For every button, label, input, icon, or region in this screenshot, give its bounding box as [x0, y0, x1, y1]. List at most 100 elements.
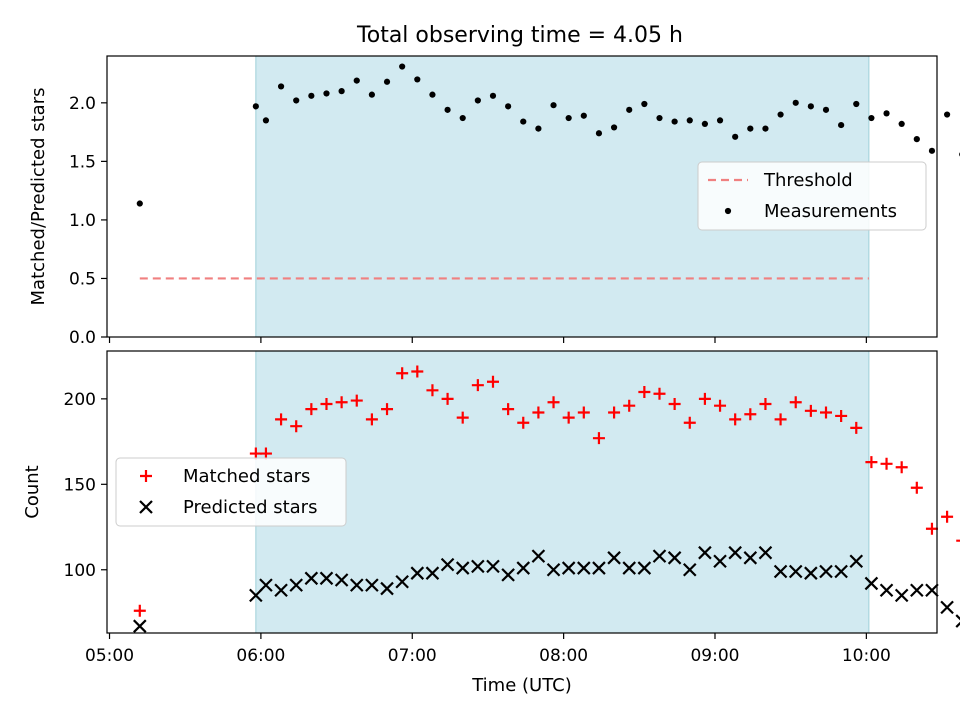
matched-star-point [895, 461, 908, 474]
count-y-tick-label: 100 [64, 561, 96, 581]
legend-measurements-label: Measurements [764, 201, 897, 222]
predicted-star-point [622, 561, 636, 575]
predicted-star-point [713, 554, 727, 568]
predicted-star-point [259, 578, 273, 592]
legend-threshold-label: Threshold [763, 170, 853, 191]
matched-star-point [789, 396, 802, 409]
predicted-star-point [682, 562, 697, 577]
measurement-point [368, 91, 375, 98]
matched-star-point [441, 392, 454, 405]
count-y-tick-label: 150 [64, 475, 96, 495]
predicted-star-point [592, 561, 606, 575]
matched-star-point [744, 408, 757, 421]
x-axis-label: Time (UTC) [471, 675, 572, 696]
measurement-point [535, 125, 542, 132]
ratio-panel: 0.00.51.01.52.0 Matched/Predicted stars … [28, 55, 960, 348]
count-y-axis-label: Count [22, 465, 43, 518]
x-tick-label: 10:00 [842, 646, 891, 666]
measurement-point [838, 121, 845, 129]
matched-star-point [290, 420, 303, 433]
predicted-star-point [410, 566, 425, 580]
x-tick-label: 08:00 [539, 646, 588, 666]
measurement-point [565, 114, 572, 122]
count-legend: Matched stars Predicted stars [115, 457, 347, 527]
predicted-star-point [804, 566, 818, 580]
legend-predicted-label: Predicted stars [183, 497, 317, 518]
matched-star-point [350, 394, 363, 407]
matched-star-point [547, 396, 560, 409]
predicted-star-point [879, 583, 894, 598]
ratio-y-tick-label: 0.5 [69, 269, 96, 289]
matched-star-point [638, 386, 651, 399]
matched-star-point [623, 399, 636, 412]
measurement-point [686, 117, 693, 124]
legend-measurements-swatch [724, 207, 732, 215]
matched-star-point [396, 367, 409, 380]
measurement-point [353, 77, 360, 84]
predicted-star-point [864, 576, 879, 591]
matched-star-point [517, 416, 530, 429]
measurement-point [474, 97, 481, 104]
matched-star-point [305, 403, 318, 416]
matched-star-point [683, 416, 696, 429]
predicted-star-point [546, 562, 561, 577]
measurement-point [429, 91, 436, 98]
measurement-point [595, 130, 603, 137]
predicted-star-point [940, 600, 954, 615]
measurement-point [252, 103, 259, 110]
matched-star-point [426, 384, 439, 397]
measurement-point [732, 133, 739, 140]
measurement-point [898, 120, 905, 128]
matched-star-point [804, 404, 817, 417]
measurement-point [762, 125, 769, 132]
measurement-point [868, 114, 875, 122]
measurement-point [943, 111, 951, 118]
measurement-point [444, 106, 451, 113]
measurement-point [520, 118, 527, 125]
predicted-star-point [425, 566, 440, 580]
predicted-star-point [849, 554, 864, 568]
ratio-panel-frame [106, 55, 938, 338]
matched-star-point [880, 457, 893, 470]
predicted-star-point [304, 571, 319, 586]
matched-star-point [411, 365, 424, 378]
measurement-point [807, 103, 814, 110]
predicted-star-point [334, 573, 349, 587]
predicted-star-point [667, 551, 682, 565]
x-tick-label: 06:00 [236, 646, 285, 666]
predicted-star-point [319, 571, 334, 586]
matched-star-point [381, 403, 394, 416]
matched-star-point [608, 406, 621, 419]
ratio-y-tick-label: 0.0 [69, 328, 96, 348]
count-panel: 100 150 200 05:00 06:00 07:00 08:00 09:00 10:00… [22, 350, 960, 696]
measurement-point [716, 117, 724, 124]
predicted-star-point [607, 551, 621, 565]
predicted-star-point [274, 583, 288, 598]
matched-star-point [471, 379, 484, 392]
predicted-star-point [728, 545, 742, 560]
matched-star-point [592, 432, 605, 445]
matched-star-point [653, 387, 666, 400]
measurement-point [701, 120, 709, 128]
measurement-point [399, 63, 406, 70]
measurement-point [262, 117, 270, 124]
predicted-star-point [349, 578, 364, 592]
measurement-point [414, 76, 421, 83]
matched-star-point [335, 396, 348, 409]
ratio-y-tick-label: 1.5 [69, 152, 96, 172]
matched-star-point [532, 406, 545, 419]
matched-star-point [365, 413, 378, 426]
measurement-point [928, 147, 936, 154]
measurement-point [792, 99, 799, 106]
predicted-star-point [698, 545, 712, 560]
observing-window-shade [255, 350, 870, 634]
count-y-tick-label: 200 [64, 390, 96, 410]
matched-star-point [956, 539, 960, 542]
matched-star-point [320, 397, 333, 410]
measurement-point [323, 90, 330, 97]
matched-star-point [850, 421, 863, 434]
predicted-star-point [637, 561, 652, 575]
matched-star-point [698, 392, 711, 405]
legend-matched-label: Matched stars [183, 466, 310, 487]
